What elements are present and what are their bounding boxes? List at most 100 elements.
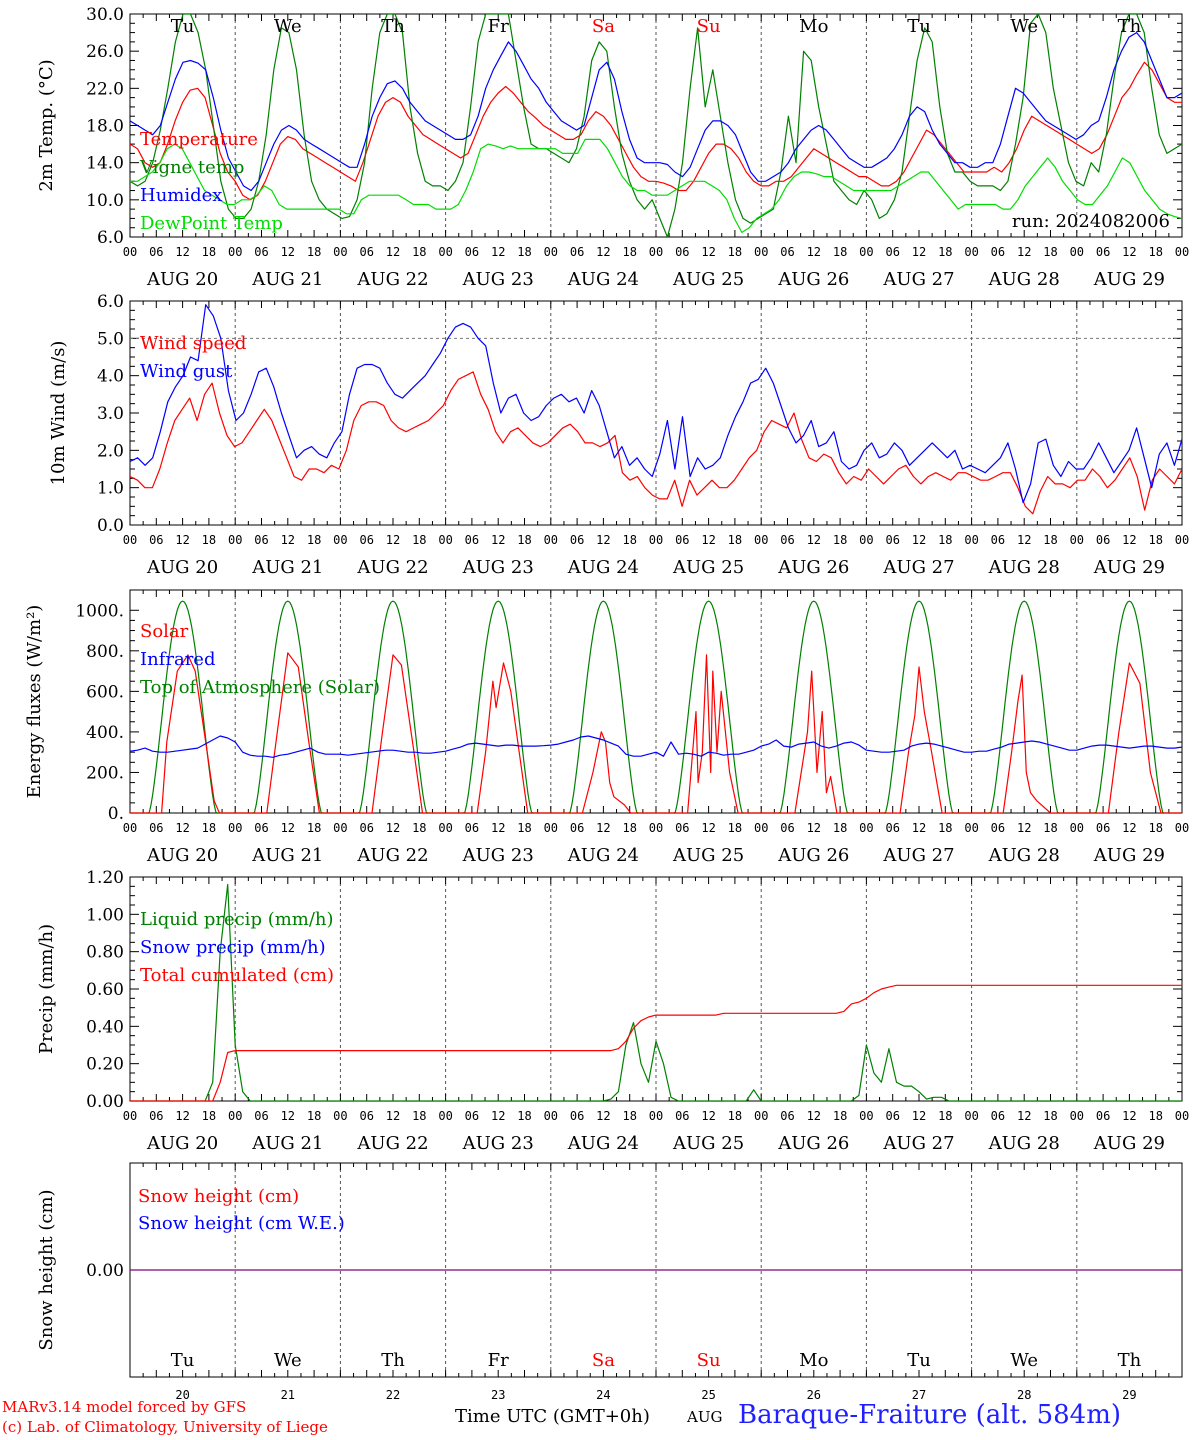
hour-tick-label: 12 (701, 533, 715, 547)
y-axis-label: Precip (mm/h) (36, 924, 57, 1054)
hour-tick-label: 06 (1096, 821, 1110, 835)
day-number: 22 (386, 1388, 400, 1402)
hour-tick-label: 00 (123, 821, 137, 835)
hour-tick-label: 18 (1043, 821, 1057, 835)
hour-tick-label: 12 (807, 245, 821, 259)
hour-tick-label: 06 (359, 1109, 373, 1123)
y-tick-label: 200. (86, 763, 124, 783)
hour-tick-label: 18 (622, 1109, 636, 1123)
hour-tick-label: 00 (1070, 245, 1084, 259)
hour-tick-label: 06 (465, 1109, 479, 1123)
hour-tick-label: 12 (596, 1109, 610, 1123)
day-number: 29 (1122, 1388, 1136, 1402)
y-tick-label: 0.00 (86, 1092, 124, 1112)
hour-tick-label: 18 (307, 1109, 321, 1123)
date-label: AUG 26 (777, 269, 849, 290)
date-label: AUG 27 (882, 845, 954, 866)
date-label: AUG 20 (146, 1133, 218, 1154)
legend-item: Temperature (140, 129, 258, 150)
date-label: AUG 25 (672, 1133, 744, 1154)
date-label: AUG 26 (777, 1133, 849, 1154)
hour-tick-label: 12 (281, 821, 295, 835)
legend-item: DewPoint Temp (140, 213, 283, 234)
date-label: AUG 29 (1093, 269, 1165, 290)
hour-tick-label: 00 (333, 245, 347, 259)
hour-tick-label: 06 (1096, 533, 1110, 547)
legend-item: Snow height (cm W.E.) (138, 1213, 345, 1234)
hour-tick-label: 18 (412, 245, 426, 259)
day-number: 20 (175, 1388, 189, 1402)
date-label: AUG 28 (988, 269, 1060, 290)
hour-tick-label: 18 (517, 533, 531, 547)
hour-tick-label: 18 (622, 821, 636, 835)
hour-tick-label: 12 (701, 821, 715, 835)
hour-tick-label: 06 (359, 245, 373, 259)
hour-tick-label: 00 (1070, 1109, 1084, 1123)
hour-tick-label: 18 (833, 1109, 847, 1123)
legend-item: Solar (140, 621, 189, 642)
y-tick-label: 5.0 (97, 329, 124, 349)
hour-tick-label: 06 (991, 1109, 1005, 1123)
plot-frame (129, 589, 1183, 814)
day-number: 27 (912, 1388, 926, 1402)
hour-tick-label: 18 (202, 245, 216, 259)
hour-tick-label: 12 (807, 821, 821, 835)
hour-tick-label: 00 (228, 821, 242, 835)
hour-tick-label: 18 (938, 1109, 952, 1123)
y-tick-label: 1000. (75, 601, 124, 621)
hour-tick-label: 00 (228, 245, 242, 259)
hour-tick-label: 06 (254, 821, 268, 835)
hour-tick-label: 06 (991, 245, 1005, 259)
hour-tick-label: 00 (754, 1109, 768, 1123)
legend-item: Wind gust (140, 361, 233, 382)
hour-tick-label: 00 (1070, 533, 1084, 547)
hour-tick-label: 06 (570, 821, 584, 835)
panel-temp: 6.0 10.0 14.0 18.0 22.0 26.0 30.0 2m Temp. (°C)… (36, 5, 1189, 290)
hour-tick-label: 00 (544, 821, 558, 835)
hour-tick-label: 06 (359, 533, 373, 547)
hour-tick-label: 12 (386, 1109, 400, 1123)
legend-item: Infrared (140, 649, 215, 670)
series-line-vigne-temp (130, 14, 1182, 237)
hour-tick-label: 18 (728, 1109, 742, 1123)
hour-tick-label: 18 (307, 533, 321, 547)
hour-tick-label: 18 (202, 1109, 216, 1123)
hour-tick-label: 12 (491, 821, 505, 835)
day-name: Th (381, 16, 405, 37)
date-label: AUG 26 (777, 845, 849, 866)
date-label: AUG 27 (882, 557, 954, 578)
hour-tick-label: 00 (859, 821, 873, 835)
hour-tick-label: 00 (964, 245, 978, 259)
hour-tick-label: 18 (1148, 1109, 1162, 1123)
hour-tick-label: 06 (885, 821, 899, 835)
hour-tick-label: 12 (175, 245, 189, 259)
hour-tick-label: 06 (149, 1109, 163, 1123)
hour-tick-label: 00 (964, 821, 978, 835)
hour-tick-label: 12 (596, 821, 610, 835)
legend-item: Humidex (140, 185, 222, 206)
y-tick-label: 400. (86, 723, 124, 743)
date-label: AUG 22 (356, 1133, 428, 1154)
legend-item: Wind speed (140, 333, 246, 354)
hour-tick-label: 06 (885, 245, 899, 259)
hour-tick-label: 12 (1017, 1109, 1031, 1123)
hour-tick-label: 00 (544, 533, 558, 547)
hour-tick-label: 00 (1175, 821, 1189, 835)
hour-tick-label: 12 (1122, 821, 1136, 835)
hour-tick-label: 18 (938, 533, 952, 547)
y-tick-label: 10.0 (86, 191, 124, 211)
hour-tick-label: 00 (333, 533, 347, 547)
model-credit: MARv3.14 model forced by GFS (2, 1398, 247, 1416)
y-tick-label: 600. (86, 682, 124, 702)
date-label: AUG 24 (567, 1133, 639, 1154)
hour-tick-label: 18 (517, 821, 531, 835)
hour-tick-label: 00 (544, 1109, 558, 1123)
legend-item: Liquid precip (mm/h) (140, 909, 334, 930)
hour-tick-label: 12 (1122, 533, 1136, 547)
legend-item: Snow precip (mm/h) (140, 937, 326, 958)
day-name: Mo (799, 1350, 828, 1371)
hour-tick-label: 00 (754, 245, 768, 259)
hour-tick-label: 12 (281, 533, 295, 547)
date-label: AUG 20 (146, 845, 218, 866)
hour-tick-label: 06 (675, 1109, 689, 1123)
